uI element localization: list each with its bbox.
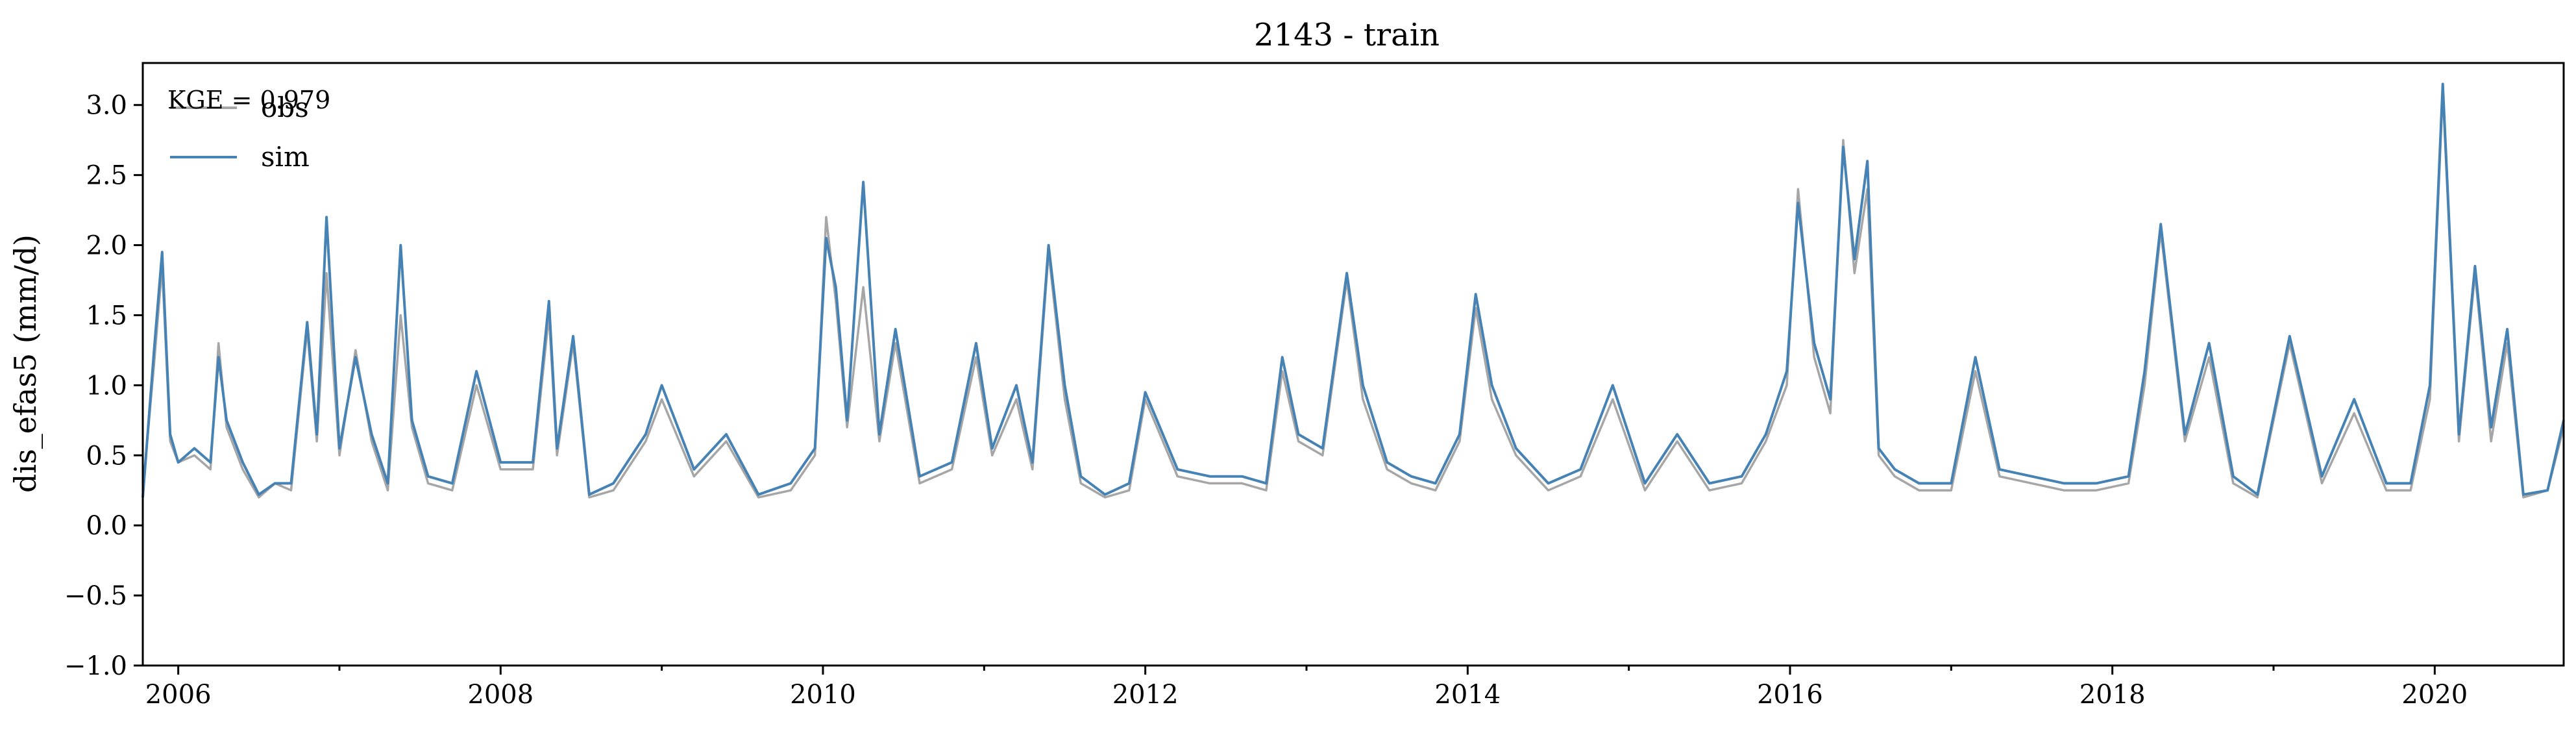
x-tick-label: 2016	[1757, 680, 1823, 710]
series-line-sim	[141, 82, 2565, 498]
y-tick-label: −1.0	[64, 651, 127, 681]
y-tick-label: 2.0	[86, 231, 127, 261]
y-tick-label: 1.5	[86, 301, 127, 330]
plot-area	[141, 62, 2565, 667]
y-tick-label: 1.0	[86, 371, 127, 401]
x-tick-label: 2010	[790, 680, 856, 710]
series-layer	[141, 82, 2565, 499]
x-tick-label: 2018	[2079, 680, 2146, 710]
x-tick-label: 2014	[1434, 680, 1501, 710]
plot-frame	[141, 62, 2565, 667]
x-axis: 2006 2008 2010 2012 2014 2016 2018 2020	[145, 666, 2468, 710]
y-tick-label: 2.5	[86, 161, 127, 191]
x-tick-label: 2012	[1112, 680, 1179, 710]
series-line-obs	[141, 90, 2565, 499]
y-tick-label: −0.5	[64, 581, 127, 611]
legend-label-sim: sim	[261, 141, 310, 173]
legend: obs sim	[170, 92, 310, 173]
y-axis-title: dis_efas5 (mm/d)	[8, 234, 43, 493]
x-tick-label: 2006	[145, 680, 212, 710]
chart-title: 2143 - train	[1254, 17, 1440, 53]
y-tick-label: 0.5	[86, 441, 127, 471]
x-tick-label: 2020	[2401, 680, 2468, 710]
y-axis: −1.0 −0.5 0.0 0.5 1.0 1.5 2.0 2.5 3.0	[64, 91, 143, 681]
y-tick-label: 3.0	[86, 91, 127, 121]
y-tick-label: 0.0	[86, 511, 127, 541]
kge-annotation: KGE = 0.979	[167, 86, 330, 114]
x-tick-label: 2008	[467, 680, 534, 710]
legend-label-obs: obs	[261, 92, 309, 123]
